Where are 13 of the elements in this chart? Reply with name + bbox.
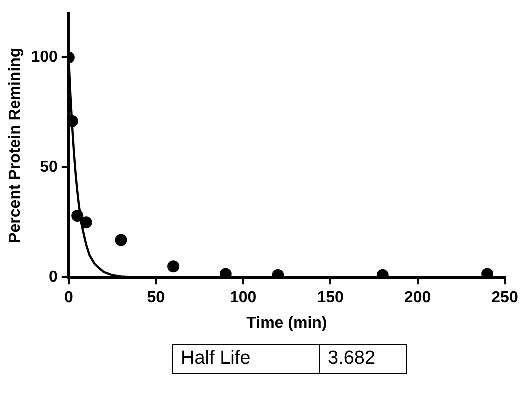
x-tick-label: 100 <box>230 290 257 307</box>
text: Half Life <box>172 344 320 374</box>
y-tick-label: 50 <box>40 159 58 176</box>
y-axis-title: Percent Protein Remining <box>7 48 24 244</box>
x-tick-label: 50 <box>147 290 166 307</box>
x-tick-label: 150 <box>317 290 344 307</box>
y-tick-label: 100 <box>31 49 58 66</box>
x-tick-label: 0 <box>64 290 74 307</box>
text: 3.682 <box>320 344 406 374</box>
y-tick-label: 0 <box>48 269 58 286</box>
x-tick-label: 200 <box>404 290 432 307</box>
x-tick-label: 250 <box>492 290 518 307</box>
x-axis-title: Time (min) <box>246 314 328 332</box>
